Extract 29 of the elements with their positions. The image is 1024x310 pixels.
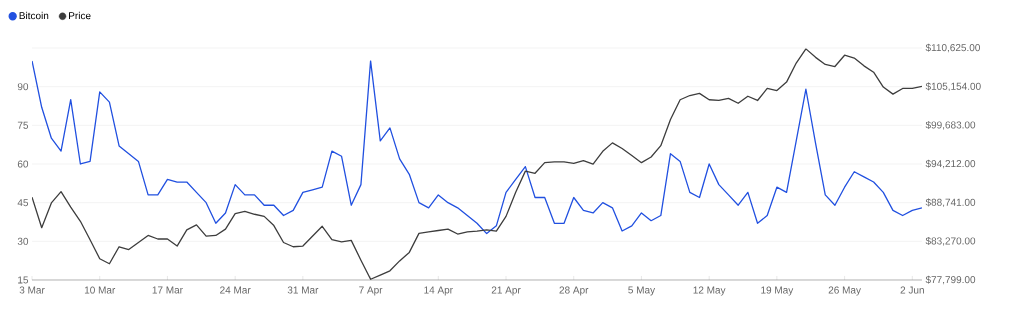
x-tick-label: 26 May [828, 286, 861, 296]
y2-tick-label: $105,154.00 [925, 82, 981, 92]
y2-tick-label: $99,683.00 [925, 120, 976, 130]
y2-tick-label: $94,212.00 [925, 159, 976, 169]
x-tick-label: 2 Jun [900, 286, 924, 294]
legend-label: Bitcoin [19, 11, 49, 20]
x-tick-label: 14 Apr [424, 286, 453, 296]
y2-tick-label: $88,741.00 [925, 198, 976, 207]
x-tick-label: 5 May [628, 286, 656, 296]
x-tick-label: 12 May [693, 286, 726, 296]
x-tick-label: 17 Mar [152, 286, 183, 294]
x-tick-label: 10 Mar [84, 286, 116, 294]
x-tick-label: 7 Apr [359, 286, 383, 296]
x-tick-label: 3 Mar [19, 286, 45, 294]
y-tick-label: 75 [17, 121, 29, 129]
y2-tick-label: $77,799.00 [925, 275, 976, 285]
x-tick-label: 24 Mar [220, 286, 251, 294]
y2-tick-label: $110,625.00 [925, 43, 980, 53]
y-tick-label: 15 [18, 276, 29, 284]
x-tick-label: 21 Apr [491, 286, 521, 296]
y-tick-label: 30 [17, 237, 29, 245]
legend-label: Price [69, 11, 91, 20]
y-tick-label: 90 [17, 83, 29, 91]
y-tick-label: 60 [17, 160, 29, 168]
y2-tick-label: $83,270.00 [925, 236, 976, 246]
x-tick-label: 19 May [761, 286, 794, 296]
x-tick-label: 28 Apr [559, 286, 589, 296]
x-tick-label: 31 Mar [287, 286, 319, 294]
y-tick-label: 45 [17, 199, 29, 207]
